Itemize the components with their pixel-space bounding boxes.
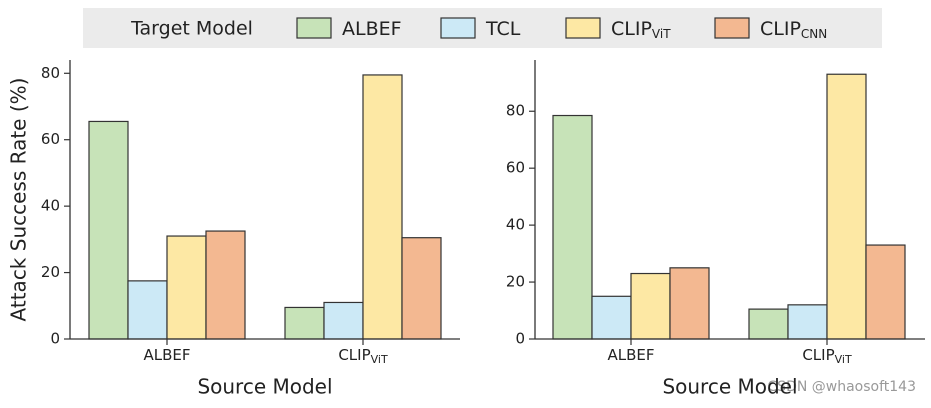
x-tick-label-main: CLIP (802, 346, 834, 364)
bar (748, 308, 789, 340)
bar (166, 235, 207, 340)
x-axis-label: Source Model (662, 375, 797, 399)
y-tick-label: 20 (506, 273, 525, 291)
legend-swatch (296, 17, 332, 39)
bar (669, 267, 710, 340)
bar (88, 120, 129, 340)
watermark: CSDN @whaosoft143 (767, 379, 916, 395)
x-tick-label-sub: ViT (835, 353, 852, 366)
x-tick-label: CLIPViT (338, 346, 388, 367)
x-tick-label-main: CLIP (338, 346, 370, 364)
x-tick-label-main: ALBEF (143, 346, 190, 364)
bar (205, 230, 246, 340)
legend-title: Target Model (130, 18, 253, 40)
bar (826, 73, 867, 340)
bar (323, 301, 364, 340)
bar (591, 295, 632, 340)
y-tick-label: 40 (506, 216, 525, 234)
legend-label: ALBEF (342, 18, 402, 40)
x-axis-label: Source Model (197, 375, 332, 399)
y-tick-label: 40 (41, 197, 60, 215)
legend-label-main: CLIP (611, 18, 652, 40)
bar (401, 237, 442, 340)
y-tick-label: 60 (506, 159, 525, 177)
legend-label-main: ALBEF (342, 18, 402, 40)
y-tick-label: 0 (50, 330, 60, 348)
y-tick-label: 80 (41, 64, 60, 82)
x-tick-label: ALBEF (607, 346, 654, 364)
x-tick-label-sub: ViT (371, 353, 388, 366)
legend-label-main: TCL (485, 18, 521, 40)
legend-label: TCL (485, 18, 521, 40)
bar (865, 244, 906, 340)
bar (787, 304, 828, 340)
legend-label: CLIPCNN (760, 18, 827, 41)
bar (127, 280, 168, 340)
y-axis-label: Attack Success Rate (%) (7, 78, 31, 322)
x-tick-label: ALBEF (143, 346, 190, 364)
legend-label-sub: CNN (801, 27, 827, 41)
legend-swatch (714, 17, 750, 39)
legend-label-main: CLIP (760, 18, 801, 40)
legend-label-sub: ViT (652, 27, 671, 41)
y-tick-label: 0 (515, 330, 525, 348)
legend-swatch (440, 17, 476, 39)
bar (362, 74, 403, 340)
x-tick-label: CLIPViT (802, 346, 852, 367)
x-tick-label-main: ALBEF (607, 346, 654, 364)
legend-swatch (565, 17, 601, 39)
bar (284, 306, 325, 340)
y-tick-label: 20 (41, 263, 60, 281)
bar (552, 114, 593, 340)
y-tick-label: 80 (506, 102, 525, 120)
bar (630, 272, 671, 340)
y-tick-label: 60 (41, 130, 60, 148)
legend-label: CLIPViT (611, 18, 671, 41)
